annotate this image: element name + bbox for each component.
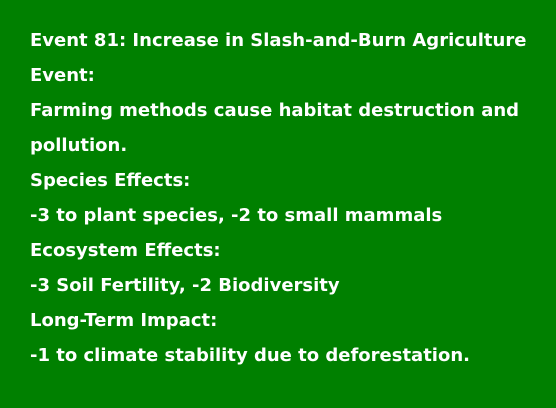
species-effects-text: -3 to plant species, -2 to small mammals	[30, 205, 443, 226]
event-label: Event:	[30, 65, 95, 86]
long-term-impact-text: -1 to climate stability due to deforesta…	[30, 345, 470, 366]
ecosystem-effects-text: -3 Soil Fertility, -2 Biodiversity	[30, 275, 340, 296]
event-title: Event 81: Increase in Slash-and-Burn Agr…	[30, 30, 527, 51]
species-effects-label: Species Effects:	[30, 170, 191, 191]
event-description: Farming methods cause habitat destructio…	[30, 100, 520, 156]
ecosystem-effects-label: Ecosystem Effects:	[30, 240, 221, 261]
long-term-impact-label: Long-Term Impact:	[30, 310, 218, 331]
